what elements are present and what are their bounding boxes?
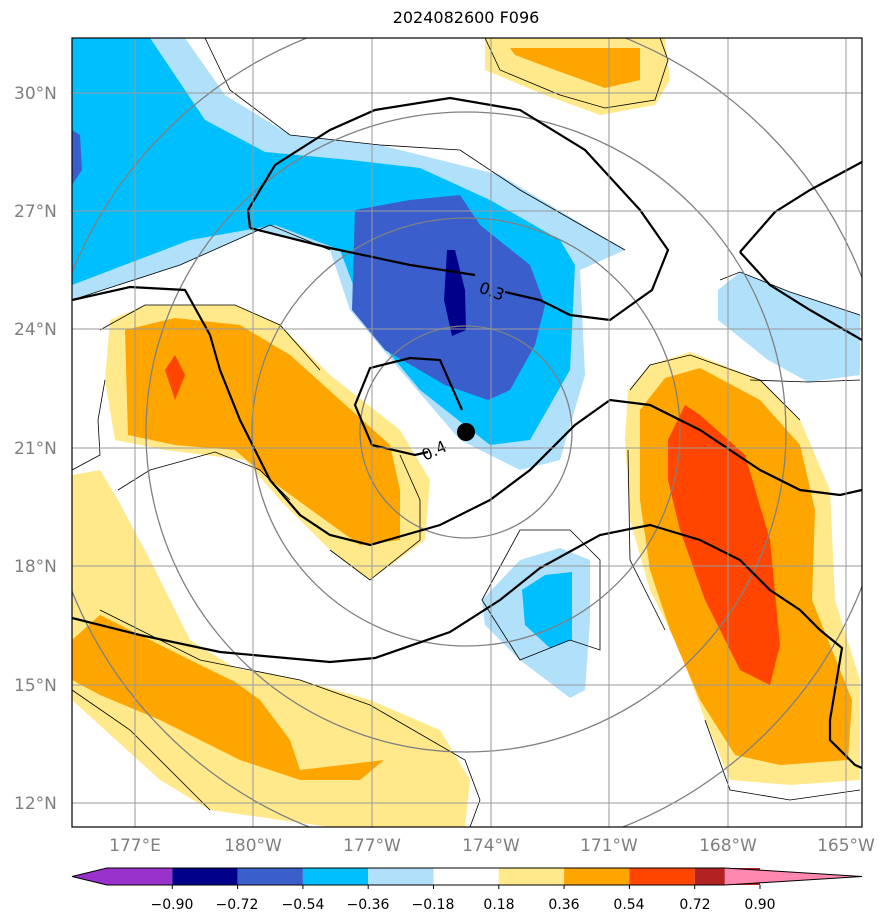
longitude-labels: 177°E 180°W 177°W 174°W 171°W 168°W 165°… — [109, 836, 875, 856]
colorbar-segment — [498, 868, 565, 885]
colorbar-tick-label: 0.18 — [483, 897, 514, 913]
shade-blue-south — [522, 572, 572, 648]
map-title: 2024082600 F096 — [392, 8, 540, 27]
lat-label-12N: 12°N — [14, 794, 57, 814]
colorbar-tick-label: −0.36 — [347, 897, 390, 913]
colorbar-segment — [302, 868, 369, 885]
colorbar-tick-label: 0.90 — [744, 897, 775, 913]
colorbar-extend-high — [724, 868, 862, 885]
lat-label-27N: 27°N — [14, 202, 57, 222]
latitude-labels: 30°N 27°N 24°N 21°N 18°N 15°N 12°N — [14, 84, 57, 814]
distance-rings — [72, 38, 862, 827]
colorbar-tick-label: 0.36 — [548, 897, 579, 913]
lat-label-15N: 15°N — [14, 676, 57, 696]
colorbar-extend-low — [72, 868, 107, 885]
map-frame — [71, 37, 863, 828]
colorbar-outline — [71, 867, 863, 886]
storm-center-marker — [457, 423, 475, 441]
colorbar-segment — [433, 868, 499, 885]
lat-label-21N: 21°N — [14, 439, 57, 459]
colorbar-tick-label: −0.54 — [282, 897, 325, 913]
lon-label-177E: 177°E — [109, 836, 161, 856]
colorbar-segment — [564, 868, 630, 885]
shaded-field — [72, 38, 860, 827]
thick-contours — [72, 96, 862, 770]
colorbar-tick-label: −0.72 — [216, 897, 259, 913]
lon-label-171W: 171°W — [580, 836, 638, 856]
contour-label-0.4: 0.4 — [419, 437, 450, 465]
shade-red-west — [165, 355, 185, 400]
shade-orange-north — [510, 48, 640, 88]
lat-label-30N: 30°N — [14, 84, 57, 104]
shade-orange-west — [125, 318, 400, 545]
lon-label-177W: 177°W — [343, 836, 401, 856]
shade-light-blue-east — [718, 272, 860, 382]
colorbar — [71, 867, 863, 889]
thin-contours — [72, 38, 861, 827]
colorbar-tick-label: 0.72 — [679, 897, 710, 913]
colorbar-tick-label: −0.18 — [412, 897, 455, 913]
colorbar-segment — [237, 868, 303, 885]
shade-red-east — [668, 405, 780, 685]
gridlines — [72, 38, 862, 827]
colorbar-tick-label: −0.90 — [151, 897, 194, 913]
colorbar-segment — [368, 868, 434, 885]
lon-label-165W: 165°W — [817, 836, 875, 856]
lon-label-180W: 180°W — [224, 836, 282, 856]
shade-navy-edge — [72, 130, 82, 185]
colorbar-tick-label: 0.54 — [613, 897, 644, 913]
colorbar-segment — [629, 868, 695, 885]
colorbar-segment — [107, 868, 173, 885]
colorbar-segment — [172, 868, 238, 885]
lat-label-24N: 24°N — [14, 320, 57, 340]
lon-label-168W: 168°W — [699, 836, 757, 856]
shade-orange-southwest — [72, 615, 384, 780]
lon-label-174W: 174°W — [462, 836, 520, 856]
colorbar-labels: −0.90 −0.72 −0.54 −0.36 −0.18 0.18 0.36 … — [151, 897, 776, 913]
lat-label-18N: 18°N — [14, 557, 57, 577]
